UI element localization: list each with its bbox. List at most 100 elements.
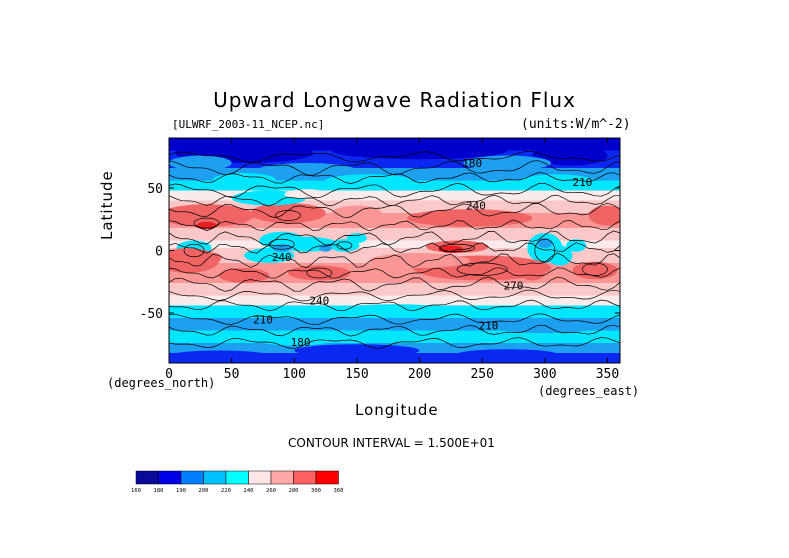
colorbar-tick-label: 220 (221, 488, 231, 494)
contour-lines (169, 150, 620, 349)
colorbar-tick-label: 280 (289, 488, 299, 494)
x-tick-label: 300 (533, 367, 556, 382)
colorbar-swatch (270, 470, 294, 485)
field-patch (419, 305, 520, 316)
field-patch (588, 205, 620, 226)
contour-line (169, 172, 620, 184)
x-unit-label: (degrees_east) (538, 384, 640, 398)
contour-line (169, 182, 620, 199)
colorbar-tick-label: 160 (131, 488, 141, 494)
contour-line (169, 337, 620, 349)
contour-line (169, 299, 620, 312)
contour-label: 180 (462, 157, 482, 170)
contour-ring (456, 262, 508, 276)
field-patch (325, 174, 414, 187)
contour-ring (582, 262, 608, 276)
x-tick-label: 50 (224, 367, 240, 382)
field-patch (532, 145, 608, 166)
field-patch (181, 318, 282, 328)
contour-ring (534, 238, 556, 263)
latitude-band (169, 240, 620, 248)
y-axis-label: Latitude (98, 170, 116, 240)
y-axis: 50 0 -50 (140, 182, 620, 322)
field-patch (331, 304, 458, 317)
x-axis-label: Longitude (355, 401, 439, 419)
colorbar-swatch (158, 470, 182, 485)
colorbar-tick-label: 200 (199, 488, 209, 494)
contour-line (169, 252, 620, 269)
field-patch (256, 163, 357, 178)
contour-line (169, 160, 620, 176)
colorbar-swatch (225, 470, 249, 485)
x-tick-label: 0 (165, 367, 173, 382)
contour-label: 210 (572, 176, 592, 189)
contour-ring (439, 243, 476, 253)
colorbar-tick-label: 260 (266, 488, 276, 494)
y-unit-label: (degrees_north) (107, 376, 216, 390)
contour-interval-label: CONTOUR INTERVAL = 1.500E+01 (288, 436, 495, 450)
colorbar-tick-label: 300 (311, 488, 321, 494)
contour-line (169, 230, 620, 246)
flux-field (169, 138, 620, 363)
colorbar-swatch (135, 470, 159, 485)
field-patch (519, 265, 545, 281)
contour-ring (306, 267, 333, 279)
contour-label: 240 (309, 295, 329, 308)
field-patch (169, 155, 232, 171)
contour-line (169, 150, 620, 163)
y-tick-label: -50 (140, 307, 163, 322)
field-patch (250, 203, 326, 223)
contour-ring (183, 243, 205, 258)
field-patch (407, 209, 533, 227)
colorbar-swatch (180, 470, 204, 485)
field-patch (463, 155, 552, 171)
field-patch (294, 344, 420, 357)
colorbar-swatch (293, 470, 317, 485)
contour-label-group: 180 210 240 240 270 240 210 210 180 (253, 157, 592, 349)
field-patch (537, 238, 553, 248)
field-patch (288, 265, 351, 281)
field-patch (519, 174, 595, 190)
field-patch (346, 233, 367, 243)
contour-ring (336, 241, 353, 250)
y-tick-label: 0 (155, 245, 163, 260)
colorbar-tick-label: 240 (244, 488, 254, 494)
contour-line (169, 219, 620, 232)
field-patch (329, 239, 360, 252)
x-tick-label: 150 (345, 367, 368, 382)
contour-label: 210 (253, 313, 273, 326)
latitude-band (169, 353, 620, 363)
contour-ring (193, 217, 220, 229)
field-patch (212, 173, 276, 186)
contour-line (169, 242, 620, 254)
colorbar-tick-label: 180 (154, 488, 164, 494)
field-patch (572, 261, 618, 280)
contour-label: 240 (272, 251, 292, 264)
field-patch (457, 349, 558, 360)
x-tick-label: 200 (408, 367, 431, 382)
contour-line (169, 324, 620, 337)
chart-title: Upward Longwave Radiation Flux (213, 88, 576, 112)
contour-line (169, 202, 620, 219)
contour-line (169, 267, 620, 279)
source-file-label: [ULWRF_2003-11_NCEP.nc] (172, 118, 325, 131)
colorbar-swatch (315, 470, 339, 485)
contour-line (169, 313, 620, 326)
contour-label: 210 (479, 320, 499, 333)
colorbar-swatch (203, 470, 227, 485)
colorbar-swatch (248, 470, 272, 485)
x-tick-label: 250 (470, 367, 493, 382)
contour-label: 180 (291, 336, 311, 349)
contour-label: 240 (466, 200, 486, 213)
x-tick-label: 100 (283, 367, 306, 382)
colorbar-tick-label: 190 (176, 488, 186, 494)
units-label: (units:W/m^-2) (521, 117, 631, 132)
x-tick-label: 350 (596, 367, 619, 382)
y-tick-label: 50 (147, 182, 163, 197)
contour-label: 270 (504, 280, 524, 293)
contour-line (169, 289, 620, 302)
latitude-band (169, 295, 620, 306)
x-axis: 0 50 100 150 200 250 300 350 (165, 138, 619, 382)
field-patch (191, 251, 222, 265)
field-patch (331, 141, 508, 160)
